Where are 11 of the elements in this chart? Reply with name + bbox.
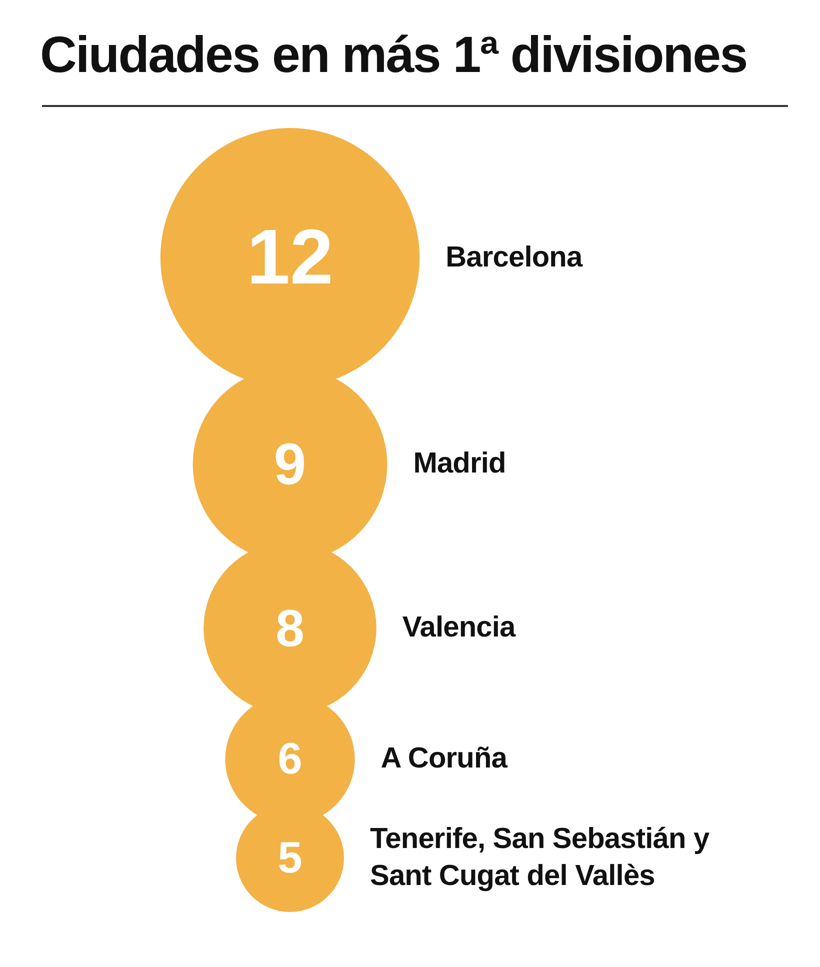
category-label: Barcelona	[446, 240, 582, 276]
category-label: A Coruña	[380, 742, 508, 777]
data-label: 9	[274, 432, 306, 497]
data-label: 12	[246, 214, 334, 301]
data-label: 5	[278, 834, 302, 882]
category-label: Madrid	[413, 446, 506, 482]
data-label: 8	[276, 599, 304, 657]
data-label: 6	[278, 734, 302, 784]
text: Ciudades en más 1ª divisiones	[40, 25, 747, 84]
category-label: Valencia	[402, 610, 516, 646]
category-label: Tenerife, San Sebastián y Sant Cugat del Vallès	[370, 822, 710, 894]
